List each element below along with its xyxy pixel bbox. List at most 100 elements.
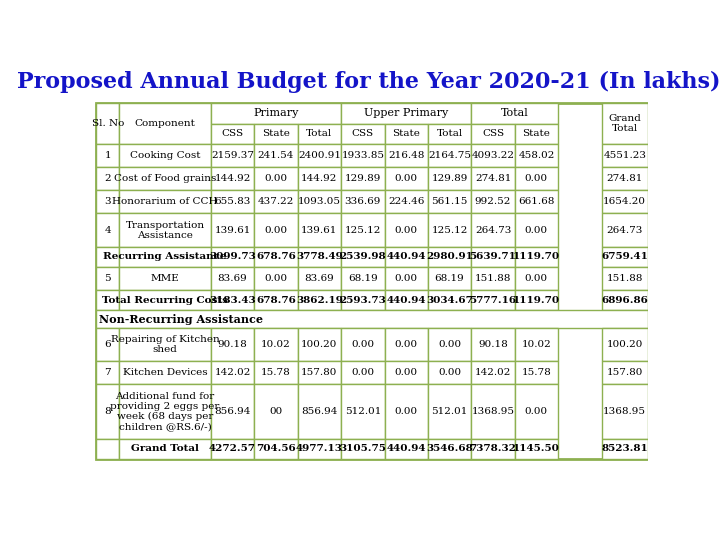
Bar bbox=[601, 167, 648, 190]
Text: Component: Component bbox=[135, 119, 196, 128]
Bar bbox=[341, 213, 384, 247]
Text: 7: 7 bbox=[104, 368, 111, 377]
Text: 2539.98: 2539.98 bbox=[340, 252, 386, 261]
Bar bbox=[515, 190, 558, 213]
Text: Upper Primary: Upper Primary bbox=[364, 109, 449, 118]
Text: 100.20: 100.20 bbox=[301, 340, 338, 349]
Text: 0.00: 0.00 bbox=[264, 226, 287, 235]
Text: 4093.22: 4093.22 bbox=[472, 151, 515, 160]
Bar bbox=[515, 247, 558, 267]
Text: Proposed Annual Budget for the Year 2020-21 (In lakhs): Proposed Annual Budget for the Year 2020… bbox=[17, 71, 720, 93]
Text: MME: MME bbox=[150, 274, 179, 283]
Text: Total: Total bbox=[501, 109, 528, 118]
Text: 3034.67: 3034.67 bbox=[426, 296, 473, 305]
Text: State: State bbox=[392, 129, 420, 138]
Text: 1119.70: 1119.70 bbox=[513, 252, 560, 261]
Bar bbox=[341, 144, 384, 167]
Text: 144.92: 144.92 bbox=[215, 174, 251, 183]
Bar bbox=[254, 190, 297, 213]
Text: 0.00: 0.00 bbox=[351, 340, 374, 349]
Bar bbox=[211, 213, 254, 247]
Bar bbox=[297, 361, 341, 384]
Text: 15.78: 15.78 bbox=[261, 368, 291, 377]
Text: 0.00: 0.00 bbox=[264, 174, 287, 183]
Text: 856.94: 856.94 bbox=[301, 407, 338, 416]
Text: 8523.81: 8523.81 bbox=[601, 444, 648, 454]
Bar bbox=[96, 190, 120, 213]
Text: Cost of Food grains: Cost of Food grains bbox=[114, 174, 217, 183]
Bar bbox=[297, 144, 341, 167]
Text: CSS: CSS bbox=[352, 129, 374, 138]
Text: 2159.37: 2159.37 bbox=[211, 151, 254, 160]
Bar bbox=[341, 267, 384, 291]
Bar bbox=[384, 439, 428, 459]
Text: 1368.95: 1368.95 bbox=[603, 407, 647, 416]
Bar bbox=[96, 103, 648, 459]
Bar bbox=[96, 384, 120, 439]
Text: 704.56: 704.56 bbox=[256, 444, 296, 454]
Bar bbox=[601, 190, 648, 213]
Text: 4272.57: 4272.57 bbox=[209, 444, 256, 454]
Bar bbox=[384, 213, 428, 247]
Text: 1119.70: 1119.70 bbox=[513, 296, 560, 305]
Text: 0.00: 0.00 bbox=[525, 407, 548, 416]
Bar bbox=[472, 267, 515, 291]
Text: 512.01: 512.01 bbox=[345, 407, 381, 416]
Bar bbox=[472, 103, 558, 124]
Bar bbox=[341, 190, 384, 213]
Text: 0.00: 0.00 bbox=[395, 274, 418, 283]
Bar bbox=[341, 439, 384, 459]
Bar bbox=[211, 144, 254, 167]
Text: 992.52: 992.52 bbox=[474, 197, 511, 206]
Text: Repairing of Kitchen
shed: Repairing of Kitchen shed bbox=[111, 335, 220, 354]
Text: Honorarium of CCH: Honorarium of CCH bbox=[112, 197, 218, 206]
Bar bbox=[297, 213, 341, 247]
Text: 264.73: 264.73 bbox=[474, 226, 511, 235]
Bar bbox=[96, 213, 120, 247]
Bar bbox=[211, 328, 254, 361]
Text: 100.20: 100.20 bbox=[606, 340, 643, 349]
Bar bbox=[428, 144, 472, 167]
Text: Sl. No: Sl. No bbox=[91, 119, 124, 128]
Bar bbox=[96, 291, 120, 310]
Text: 4977.13: 4977.13 bbox=[296, 444, 343, 454]
Bar bbox=[384, 144, 428, 167]
Bar bbox=[472, 291, 515, 310]
Text: 142.02: 142.02 bbox=[215, 368, 251, 377]
Bar bbox=[120, 361, 211, 384]
Text: Total Recurring Costs: Total Recurring Costs bbox=[102, 296, 228, 305]
Bar bbox=[297, 124, 341, 144]
Bar bbox=[254, 144, 297, 167]
Text: 129.89: 129.89 bbox=[431, 174, 468, 183]
Bar bbox=[341, 328, 384, 361]
Text: 2593.73: 2593.73 bbox=[339, 296, 386, 305]
Bar bbox=[120, 384, 211, 439]
Text: 0.00: 0.00 bbox=[264, 274, 287, 283]
Bar bbox=[472, 439, 515, 459]
Bar bbox=[211, 291, 254, 310]
Bar bbox=[428, 247, 472, 267]
Text: 129.89: 129.89 bbox=[345, 174, 381, 183]
Bar bbox=[96, 247, 120, 267]
Bar bbox=[297, 267, 341, 291]
Bar bbox=[297, 167, 341, 190]
Text: 241.54: 241.54 bbox=[258, 151, 294, 160]
Text: 0.00: 0.00 bbox=[525, 226, 548, 235]
Text: 83.69: 83.69 bbox=[217, 274, 248, 283]
Bar bbox=[601, 439, 648, 459]
Bar bbox=[211, 190, 254, 213]
Bar bbox=[341, 291, 384, 310]
Bar bbox=[254, 267, 297, 291]
Text: 3099.73: 3099.73 bbox=[210, 252, 256, 261]
Text: 336.69: 336.69 bbox=[345, 197, 381, 206]
Bar bbox=[297, 384, 341, 439]
Text: 0.00: 0.00 bbox=[395, 226, 418, 235]
Text: 274.81: 274.81 bbox=[606, 174, 643, 183]
Bar bbox=[515, 361, 558, 384]
Bar bbox=[601, 384, 648, 439]
Text: Primary: Primary bbox=[253, 109, 299, 118]
Bar bbox=[472, 247, 515, 267]
Bar bbox=[254, 384, 297, 439]
Text: 678.76: 678.76 bbox=[256, 252, 296, 261]
Text: 151.88: 151.88 bbox=[606, 274, 643, 283]
